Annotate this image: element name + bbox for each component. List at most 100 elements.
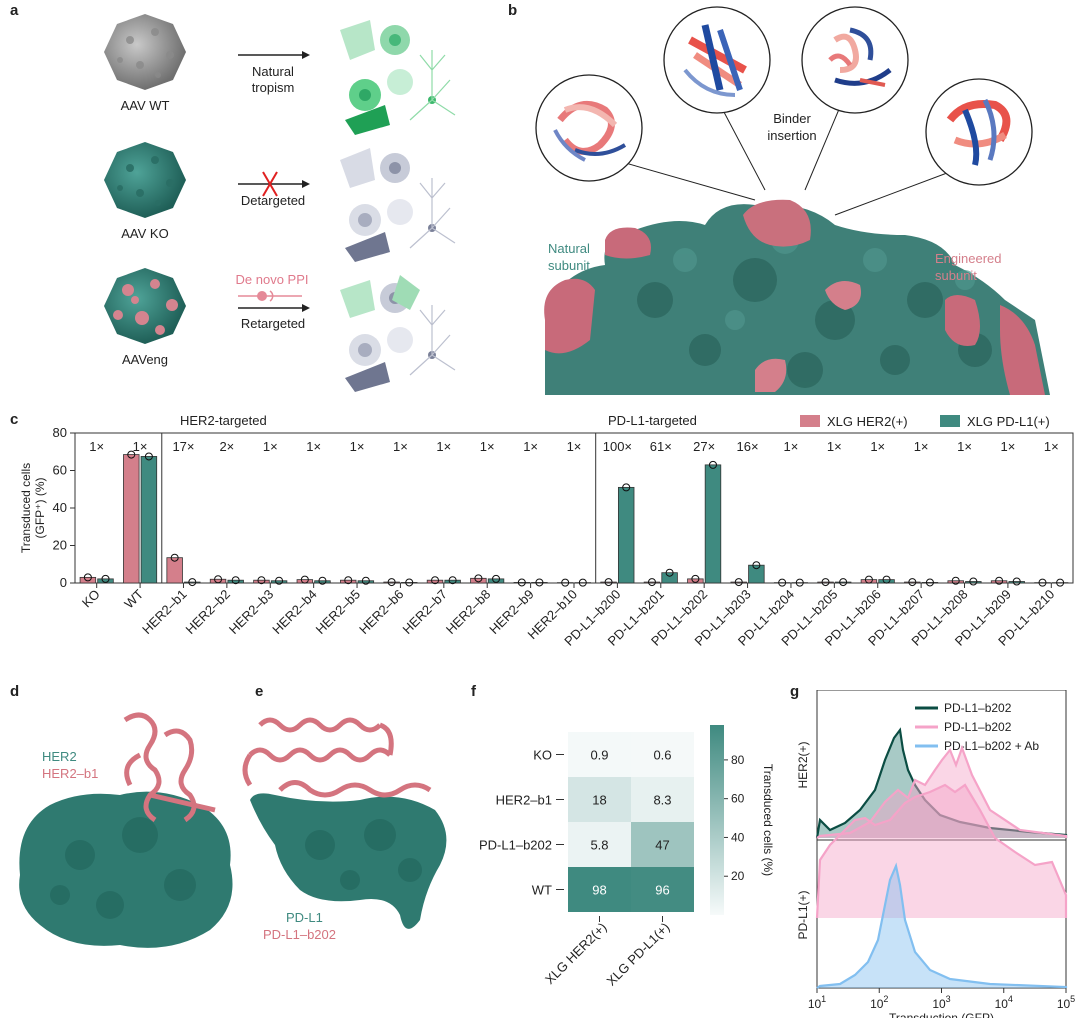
heatmap-cell [568, 732, 631, 777]
fold-label: 1× [436, 439, 451, 454]
label-natural-subunit: Natural subunit [548, 241, 590, 273]
panel-e-structure [242, 717, 447, 929]
data-point [231, 576, 240, 585]
bar [444, 579, 461, 584]
panel-label-d: d [10, 683, 20, 700]
data-point [604, 578, 613, 587]
bar [600, 581, 617, 584]
data-point [995, 576, 1004, 585]
data-point [561, 578, 570, 587]
binder-structure-2-icon [663, 6, 771, 114]
label-de-novo-ppi: De novo PPI [235, 272, 309, 287]
histogram-pink-2-fill [817, 785, 1066, 918]
bar [140, 456, 158, 584]
y-tick-label: 0 [60, 575, 67, 590]
y-axis-label: Transduced cells(GFP⁺) (%) [19, 463, 47, 553]
data-point [1038, 578, 1047, 587]
her2-surface-icon [19, 791, 233, 948]
panel-label-a: a [10, 2, 19, 19]
data-point [257, 576, 266, 585]
heatmap-row-label: PD-L1–b202 [479, 838, 552, 853]
panel-f-heatmap: KO 0.9 0.6 HER2–b1 18 8.3 PD-L1–b202 5.8 47 WT 98 9… [479, 725, 775, 989]
bar [184, 581, 201, 584]
heatmap-row-label: KO [533, 748, 552, 763]
label-pdl1-b202: PD-L1–b202 [263, 927, 336, 942]
x-axis-label: Transduction (GFP) [889, 1011, 994, 1018]
binder-structure-3-icon [801, 6, 909, 114]
heatmap-row-label: HER2–b1 [496, 793, 552, 808]
plot-frame [74, 432, 1074, 584]
data-point [535, 578, 544, 587]
caption-aaveng: AAVeng [121, 352, 169, 367]
label-engineered-subunit: Engineered subunit [935, 251, 1002, 283]
bar [965, 581, 982, 584]
bar [97, 578, 114, 584]
fold-label: 1× [1044, 439, 1059, 454]
label-her2: HER2 [42, 749, 77, 764]
bar [817, 581, 834, 584]
fold-label: 1× [523, 439, 538, 454]
x-tick-label: 104 [995, 994, 1013, 1011]
bar [748, 564, 765, 584]
panel-b-structure [535, 6, 1050, 395]
data-point [275, 576, 284, 585]
bar [643, 581, 661, 584]
data-point [127, 450, 136, 459]
colorbar-tick-label: 80 [731, 753, 745, 767]
bar [340, 579, 357, 584]
heatmap-value: 0.6 [653, 748, 671, 763]
x-tick-label: HER2–b1 [139, 587, 189, 637]
fold-label: 1× [263, 439, 278, 454]
heatmap-cell [631, 777, 694, 822]
data-point [969, 577, 978, 586]
data-point [691, 574, 700, 583]
row-label-pdl1: PD-L1(+) [796, 890, 810, 939]
bar [513, 582, 531, 584]
x-tick-label: HER2–b8 [443, 587, 493, 637]
data-point [361, 576, 370, 585]
row-label-her2: HER2(+) [796, 741, 810, 788]
data-point [170, 553, 179, 562]
data-point [387, 578, 396, 587]
x-tick-label: KO [79, 587, 103, 611]
bar [383, 581, 400, 584]
bar [904, 581, 921, 584]
heatmap-cell [631, 822, 694, 867]
heatmap-cell [568, 777, 631, 822]
bar [227, 579, 244, 584]
bar [687, 578, 704, 584]
data-point [83, 573, 92, 582]
fold-label: 1× [827, 439, 842, 454]
bar [123, 454, 140, 584]
panel-d-structure [19, 712, 233, 948]
binder-structure-4-icon [925, 78, 1033, 186]
x-tick-label: 105 [1057, 994, 1075, 1011]
colorbar-tick-label: 20 [731, 869, 745, 883]
bar [878, 579, 895, 584]
legend-swatch [800, 415, 820, 427]
label-natural-tropism: Natural tropism [251, 64, 295, 95]
data-point [101, 574, 110, 583]
aav-wt-capsid-icon [104, 14, 186, 90]
heatmap-col-label: XLG HER2(+) [542, 920, 610, 988]
heatmap-value: 5.8 [590, 838, 608, 853]
x-tick-label: 102 [870, 994, 888, 1011]
bar [296, 579, 314, 584]
colorbar-label: Transduced cells (%) [761, 764, 775, 876]
heatmap-cell [631, 732, 694, 777]
panel-g-histograms: HER2(+) PD-L1(+) 101 102 103 104 105 Transducti… [796, 690, 1075, 1018]
bar [531, 582, 548, 584]
heatmap-cell [568, 867, 631, 912]
y-tick-label: 60 [53, 463, 67, 478]
legend-label: XLG PD-L1(+) [967, 414, 1050, 429]
heatmap-value: 47 [655, 838, 669, 853]
colorbar-tick-label: 40 [731, 830, 745, 844]
heatmap-cell [631, 867, 694, 912]
data-point [821, 578, 830, 587]
histogram-pink-2 [815, 783, 1068, 919]
data-point [1012, 577, 1021, 586]
bar [617, 486, 635, 584]
fold-label: 1× [870, 439, 885, 454]
data-point [344, 576, 353, 585]
fold-label: 100× [603, 439, 632, 454]
